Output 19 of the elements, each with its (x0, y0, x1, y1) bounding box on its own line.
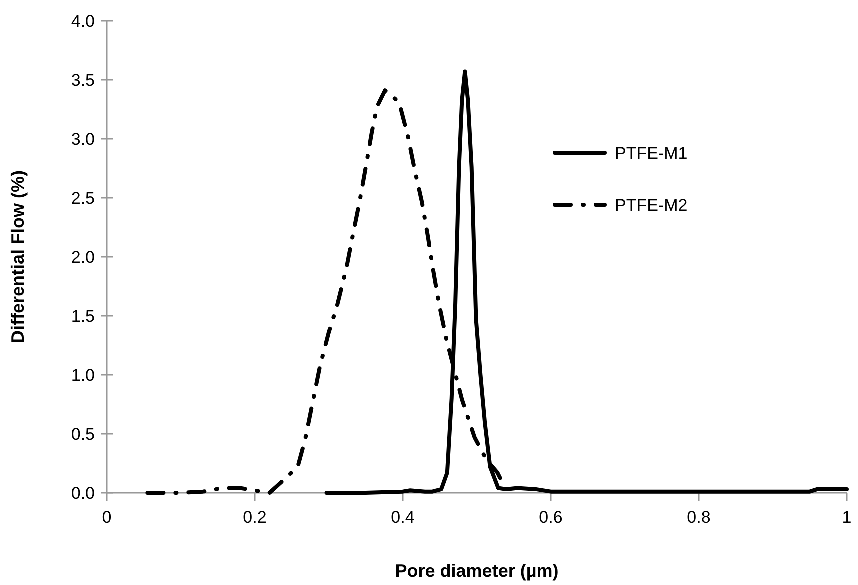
legend-label: PTFE-M2 (615, 196, 688, 215)
y-tick-label: 2.5 (71, 188, 95, 208)
x-tick-label: 0.4 (391, 508, 415, 527)
y-tick-label: 4.0 (71, 12, 95, 31)
y-tick-label: 0.0 (71, 484, 95, 503)
y-tick-label: 3.0 (71, 130, 95, 149)
y-tick-label: 0.5 (71, 424, 95, 444)
y-axis-title: Differential Flow (%) (8, 170, 28, 344)
x-tick-label: 0.8 (687, 508, 711, 527)
x-axis-title: Pore diameter (µm) (395, 561, 559, 581)
x-tick-label: 0.6 (539, 508, 563, 527)
legend-label: PTFE-M1 (615, 144, 688, 163)
x-tick-label: 0 (102, 508, 112, 527)
y-tick-label: 1.0 (71, 366, 95, 385)
x-tick-label: 0.2 (243, 508, 267, 527)
y-tick-label: 3.5 (71, 70, 95, 90)
x-tick-label: 1 (842, 508, 852, 527)
y-tick-label: 1.5 (71, 306, 95, 326)
y-tick-label: 2.0 (71, 248, 95, 267)
